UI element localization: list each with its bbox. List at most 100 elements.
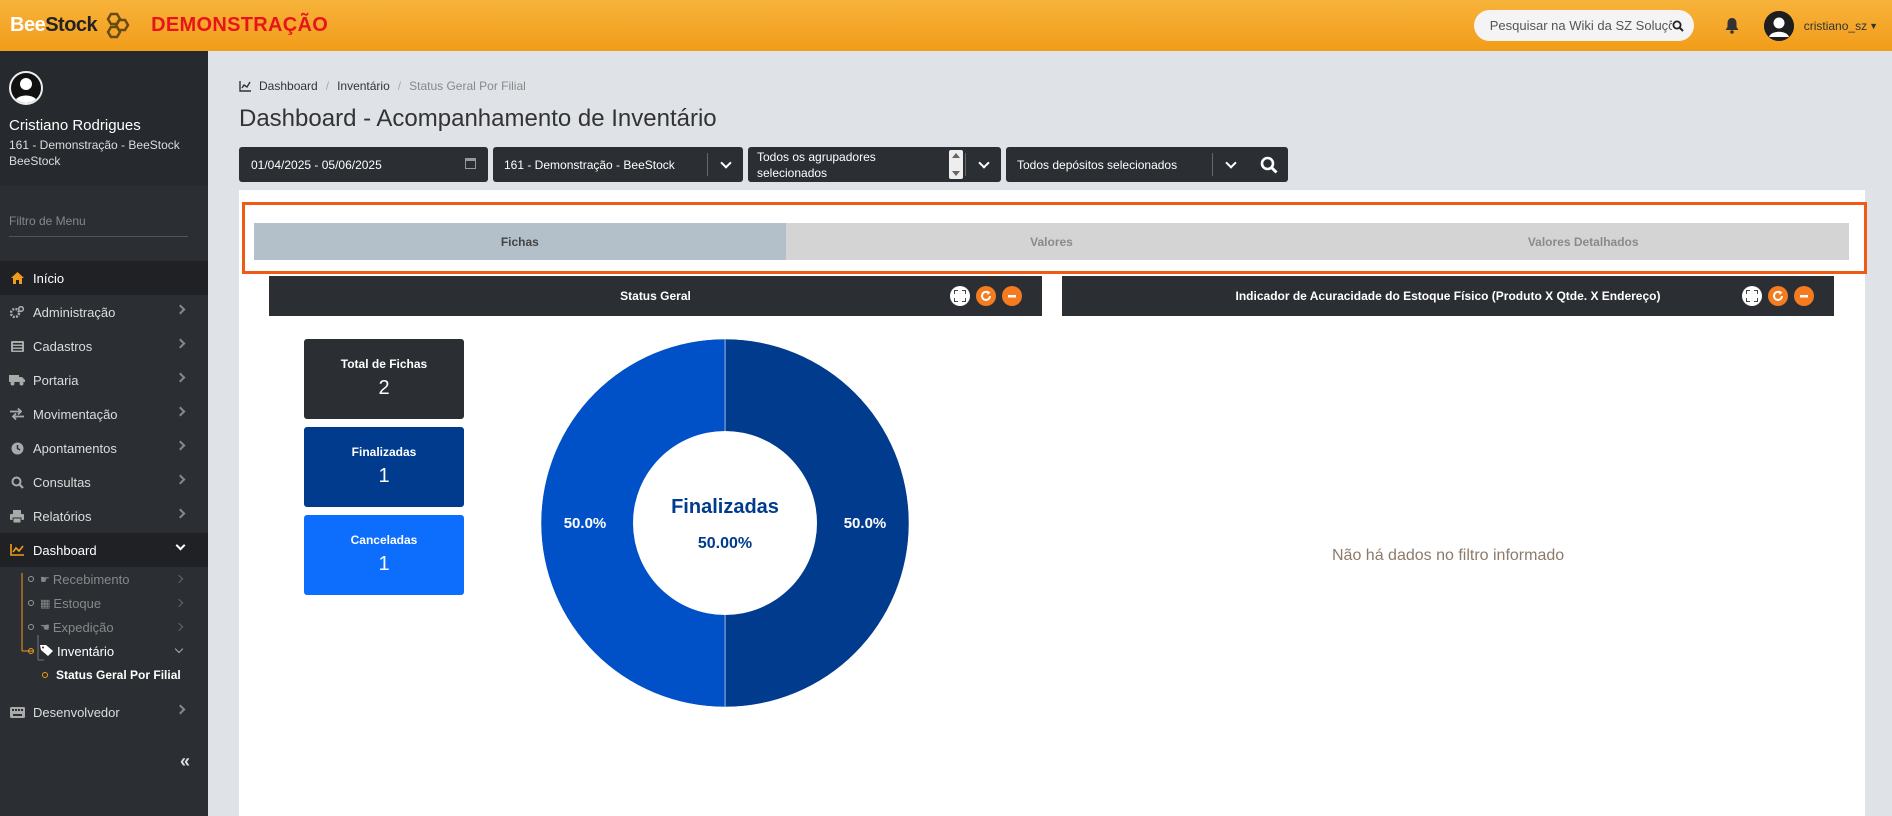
tab-valores[interactable]: Valores: [1030, 234, 1073, 249]
submenu-label: Status Geral Por Filial: [56, 668, 181, 682]
card-value: 1: [378, 553, 390, 575]
sidebar-menu: Início Administração Cadastros Portaria: [0, 261, 208, 729]
fullscreen-icon[interactable]: [950, 286, 970, 306]
clock-icon: [9, 441, 25, 455]
sidebar-item-inicio[interactable]: Início: [0, 261, 208, 295]
sidebar-item-cadastros[interactable]: Cadastros: [0, 329, 208, 363]
sidebar-item-dashboard[interactable]: Dashboard: [0, 533, 208, 567]
breadcrumb-current: Status Geral Por Filial: [409, 79, 526, 93]
profile-name: Cristiano Rodrigues: [9, 117, 141, 134]
minimize-icon[interactable]: [1794, 286, 1814, 306]
honeycomb-icon: [106, 12, 130, 38]
branch-select[interactable]: 161 - Demonstração - BeeStock: [493, 147, 743, 182]
refresh-icon[interactable]: [1768, 286, 1788, 306]
canceladas-card: Canceladas 1: [304, 515, 464, 595]
card-label: Canceladas: [350, 533, 418, 547]
status-donut-chart: Finalizadas 50.00% 50.0% 50.0%: [540, 338, 910, 708]
chevron-right-icon: [174, 622, 184, 632]
page-title: Dashboard - Acompanhamento de Inventário: [239, 105, 717, 132]
minimize-icon[interactable]: [1002, 286, 1022, 306]
caret-down-icon: ▼: [1869, 20, 1878, 31]
tags-icon: [40, 644, 54, 659]
chevron-right-icon: [174, 574, 184, 584]
sidebar-item-label: Dashboard: [33, 542, 97, 558]
sidebar-item-relatorios[interactable]: Relatórios: [0, 499, 208, 533]
search-icon[interactable]: [1260, 156, 1278, 177]
bullet-icon: [28, 600, 34, 606]
beestock-logo[interactable]: Bee Stock: [10, 0, 131, 51]
sidebar-item-label: Cadastros: [33, 338, 93, 354]
tab-fichas[interactable]: Fichas: [254, 223, 786, 260]
calendar-icon: [465, 158, 476, 169]
hand-out-icon: ☚: [40, 621, 50, 634]
chevron-right-icon: [175, 440, 186, 451]
no-data-message: Não há dados no filtro informado: [1332, 547, 1565, 564]
sidebar-item-label: Início: [33, 270, 65, 286]
print-icon: [9, 509, 25, 523]
chevron-right-icon: [175, 508, 186, 519]
submenu-label: Expedição: [52, 619, 114, 635]
top-bar: Bee Stock DEMONSTRAÇÃO Pesquisar na Wiki…: [0, 0, 1892, 51]
dashboard-submenu: ☛ Recebimento ▦ Estoque ☚ Expedição: [0, 567, 208, 687]
sidebar-item-administracao[interactable]: Administração: [0, 295, 208, 329]
widget-tools: [944, 286, 1022, 306]
chart-line-icon: [9, 543, 25, 557]
submenu-label: Inventário: [57, 643, 115, 659]
groupers-scrollbar[interactable]: [949, 150, 963, 179]
card-value: 1: [378, 465, 390, 487]
logo-bee-text: Bee: [10, 14, 46, 36]
wiki-search-input[interactable]: Pesquisar na Wiki da SZ Soluções: [1473, 10, 1694, 41]
donut-slice-label: 50.0%: [564, 515, 607, 532]
bullet-icon: [28, 576, 34, 582]
sidebar-item-label: Movimentação: [33, 406, 118, 422]
bell-icon[interactable]: [1722, 16, 1742, 36]
chevron-down-icon[interactable]: [965, 153, 1001, 176]
breadcrumb-dashboard[interactable]: Dashboard: [259, 79, 318, 93]
widget-tools: [1736, 286, 1814, 306]
submenu-item-estoque[interactable]: ▦ Estoque: [0, 591, 208, 615]
submenu-item-status-geral-por-filial[interactable]: Status Geral Por Filial: [0, 663, 208, 687]
accuracy-indicator-header: Indicador de Acuracidade do Estoque Físi…: [1062, 276, 1834, 316]
refresh-icon[interactable]: [976, 286, 996, 306]
chevron-down-icon[interactable]: [1212, 153, 1248, 176]
filter-bar: 01/04/2025 - 05/06/2025 161 - Demonstraç…: [239, 147, 1293, 182]
keyboard-icon: [9, 705, 25, 719]
submenu-item-inventario[interactable]: Inventário: [0, 639, 208, 663]
user-menu[interactable]: cristiano_sz ▼: [1763, 10, 1878, 41]
deposits-select[interactable]: Todos depósitos selecionados: [1006, 147, 1288, 182]
list-icon: [9, 339, 25, 353]
tab-valores-detalhados[interactable]: Valores Detalhados: [1527, 234, 1639, 249]
groupers-select[interactable]: Todos os agrupadores selecionados: [748, 147, 1001, 182]
date-range-input[interactable]: 01/04/2025 - 05/06/2025: [239, 147, 488, 182]
tabs-highlight-frame: [242, 202, 1867, 274]
bullet-icon: [28, 648, 34, 654]
hand-icon: ☛: [40, 573, 50, 586]
collapse-sidebar-icon[interactable]: «: [179, 751, 190, 771]
finalizadas-card: Finalizadas 1: [304, 427, 464, 507]
sidebar-item-apontamentos[interactable]: Apontamentos: [0, 431, 208, 465]
sidebar-item-portaria[interactable]: Portaria: [0, 363, 208, 397]
breadcrumb-inventario[interactable]: Inventário: [337, 79, 390, 93]
card-label: Total de Fichas: [340, 357, 428, 371]
logo-stock-text: Stock: [45, 14, 98, 36]
home-icon: [9, 271, 25, 285]
chart-line-icon: [239, 80, 251, 92]
submenu-item-expedicao[interactable]: ☚ Expedição: [0, 615, 208, 639]
sidebar-item-movimentacao[interactable]: Movimentação: [0, 397, 208, 431]
chevron-down-icon[interactable]: [707, 153, 743, 176]
sidebar-item-consultas[interactable]: Consultas: [0, 465, 208, 499]
sidebar-item-label: Administração: [33, 304, 116, 320]
search-icon: [9, 475, 25, 489]
cogs-icon: [9, 305, 25, 319]
branch-select-value: 161 - Demonstração - BeeStock: [504, 157, 675, 172]
search-icon[interactable]: [1672, 20, 1684, 32]
sidebar-item-label: Consultas: [33, 474, 91, 490]
donut-center-value: 50.00%: [698, 535, 752, 552]
fullscreen-icon[interactable]: [1742, 286, 1762, 306]
sidebar: Cristiano Rodrigues 161 - Demonstração -…: [0, 51, 208, 816]
submenu-item-recebimento[interactable]: ☛ Recebimento: [0, 567, 208, 591]
menu-filter-input[interactable]: Filtro de Menu: [9, 214, 188, 237]
bullet-icon: [28, 624, 34, 630]
sidebar-item-desenvolvedor[interactable]: Desenvolvedor: [0, 695, 208, 729]
sidebar-item-label: Portaria: [33, 372, 79, 388]
